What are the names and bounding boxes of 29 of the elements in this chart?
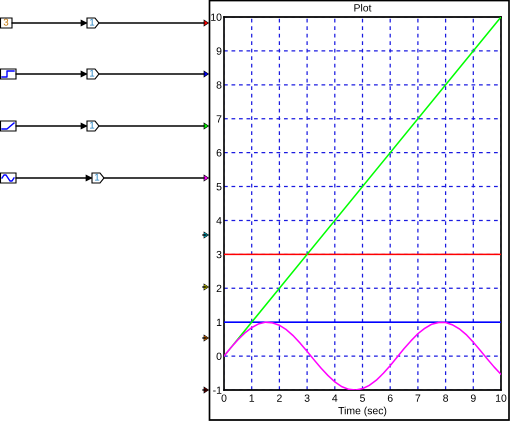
y-tick-label: 2	[216, 284, 222, 292]
y-tick-label: 9	[216, 47, 222, 55]
x-axis-title: Time (sec)	[338, 406, 386, 416]
text: 1	[95, 174, 100, 181]
x-tick-label: 9	[470, 394, 476, 402]
y-tick-label: 10	[211, 14, 222, 21]
x-tick-label: 5	[360, 394, 365, 402]
x-tick-label: 3	[304, 394, 310, 402]
chart-title: Plot	[354, 4, 372, 12]
x-tick-label: 1	[250, 394, 254, 402]
x-tick-label: 8	[443, 394, 448, 402]
y-tick-label: 4	[216, 217, 222, 224]
text: 1	[90, 70, 94, 77]
x-tick-label: 2	[277, 394, 282, 402]
x-tick-label: 10	[496, 394, 506, 402]
text: 3	[4, 18, 8, 26]
x-tick-label: 6	[388, 394, 393, 402]
y-tick-label: 5	[216, 183, 222, 190]
text: 1	[90, 18, 94, 26]
y-tick-label: 3	[216, 250, 222, 258]
y-tick-label: 7	[216, 115, 222, 122]
y-tick-label: 6	[216, 149, 222, 157]
y-tick-label: 0	[216, 352, 222, 360]
x-tick-label: 7	[416, 394, 420, 402]
text: 1	[90, 122, 94, 129]
y-tick-label: 1	[216, 318, 222, 326]
y-tick-label: 8	[216, 81, 222, 89]
x-tick-label: 4	[332, 394, 338, 402]
y-tick-label: -1	[213, 386, 222, 394]
